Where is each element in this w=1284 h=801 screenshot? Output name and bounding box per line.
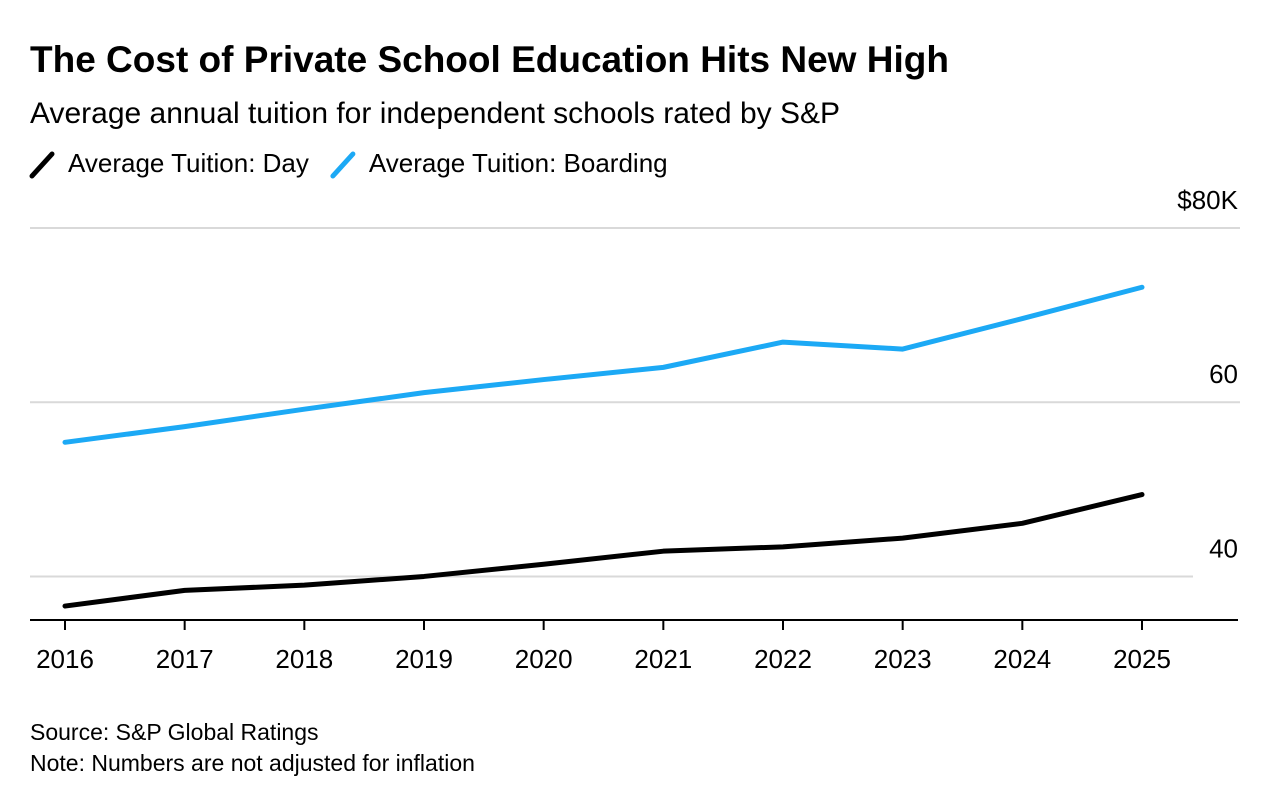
- chart-subtitle: Average annual tuition for independent s…: [30, 97, 840, 130]
- series-line: [62, 284, 1145, 445]
- x-tick-label: 2016: [36, 644, 94, 674]
- x-tick-label: 2018: [275, 644, 333, 674]
- x-tick-label: 2021: [634, 644, 692, 674]
- series-line: [62, 492, 1145, 609]
- y-tick-label: $80K: [1177, 185, 1238, 215]
- y-tick-label: 60: [1209, 359, 1238, 389]
- x-tick-label: 2020: [515, 644, 573, 674]
- x-tick-label: 2022: [754, 644, 812, 674]
- x-tick-label: 2025: [1113, 644, 1171, 674]
- legend-label: Average Tuition: Day: [68, 148, 309, 178]
- legend: Average Tuition: Day Average Tuition: Boa…: [29, 148, 668, 179]
- source: Source: S&P Global Ratings: [30, 719, 319, 745]
- chart-title: The Cost of Private School Education Hit…: [30, 39, 949, 80]
- x-tick-label: 2017: [156, 644, 214, 674]
- legend-swatch: [29, 151, 55, 179]
- note: Note: Numbers are not adjusted for infla…: [30, 750, 475, 776]
- legend-swatch: [330, 151, 356, 179]
- legend-label: Average Tuition: Boarding: [369, 148, 668, 178]
- x-tick-label: 2024: [993, 644, 1051, 674]
- y-tick-label: 40: [1209, 533, 1238, 563]
- x-tick-label: 2019: [395, 644, 453, 674]
- x-tick-label: 2023: [874, 644, 932, 674]
